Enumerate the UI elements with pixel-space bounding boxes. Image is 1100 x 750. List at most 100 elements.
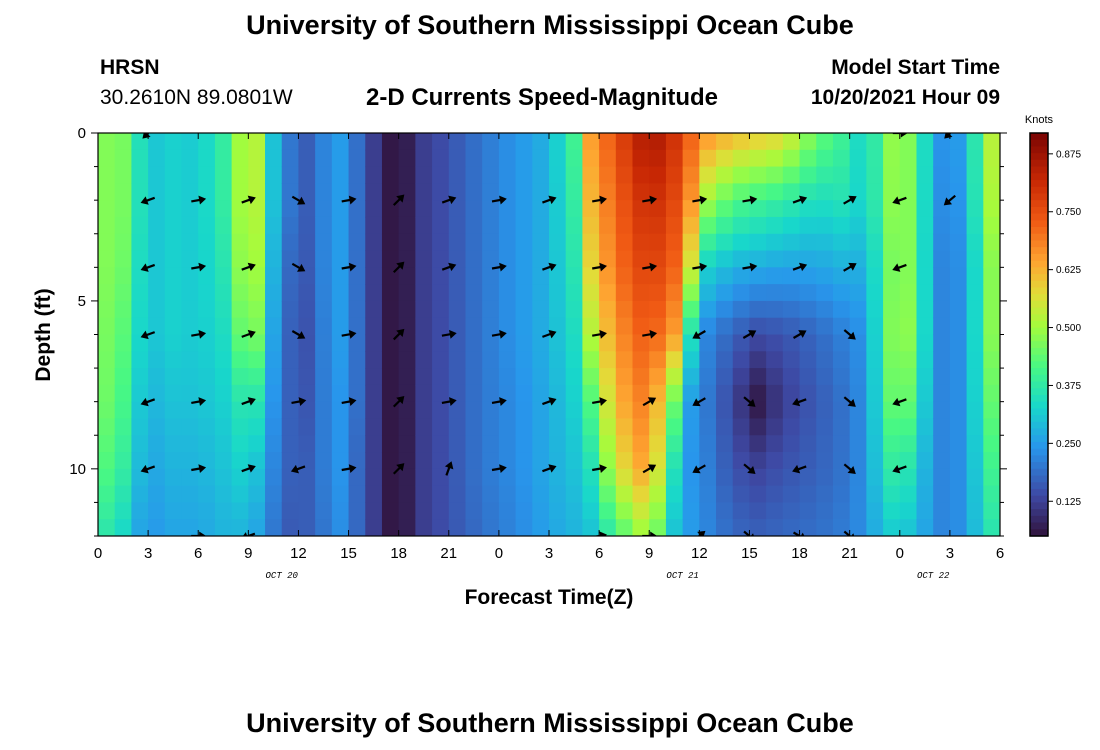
heatmap-cell xyxy=(482,133,500,151)
colorbar-segment xyxy=(1030,139,1048,148)
heatmap-cell xyxy=(148,149,166,168)
colorbar-segment xyxy=(1030,193,1048,201)
colorbar-segment xyxy=(1030,227,1048,235)
colorbar-segment xyxy=(1030,522,1048,530)
heatmap-cell xyxy=(131,502,149,520)
heatmap-cell xyxy=(348,401,366,420)
heatmap-cell xyxy=(766,435,784,453)
heatmap-cell xyxy=(549,216,567,235)
heatmap-cell xyxy=(682,485,700,504)
vector-head xyxy=(198,329,207,339)
heatmap-cell xyxy=(148,133,166,151)
heatmap-cell xyxy=(214,519,233,536)
heatmap-cell xyxy=(448,468,467,487)
heatmap-cell xyxy=(331,384,350,403)
heatmap-cell xyxy=(448,317,467,336)
colorbar-segment xyxy=(1030,267,1048,275)
heatmap-cell xyxy=(916,334,934,352)
colorbar-segment xyxy=(1030,529,1048,537)
heatmap-cell xyxy=(916,485,934,504)
heatmap-cell xyxy=(883,401,901,420)
heatmap-cell xyxy=(532,250,550,268)
heatmap-cell xyxy=(632,183,650,201)
heatmap-cell xyxy=(983,368,1000,386)
heatmap-cell xyxy=(181,149,199,168)
heatmap-cell xyxy=(114,485,132,504)
heatmap-cell xyxy=(164,468,183,487)
vector-head xyxy=(599,329,607,339)
current-vector-arrow xyxy=(843,463,856,474)
heatmap-cell xyxy=(649,300,667,319)
current-vector-arrow xyxy=(892,133,908,138)
heatmap-cell xyxy=(148,401,166,420)
heatmap-cell xyxy=(164,485,183,504)
heatmap-cell xyxy=(298,300,316,319)
heatmap-cell xyxy=(816,317,834,336)
vector-head xyxy=(792,397,801,407)
heatmap-cell xyxy=(866,401,884,420)
heatmap-cell xyxy=(532,519,550,536)
heatmap-cell xyxy=(899,233,918,252)
heatmap-cell xyxy=(415,452,433,470)
heatmap-cell xyxy=(749,284,767,302)
heatmap-cell xyxy=(716,485,734,504)
heatmap-cell xyxy=(565,250,583,268)
heatmap-cell xyxy=(849,233,867,252)
heatmap-cell xyxy=(448,485,467,504)
heatmap-cell xyxy=(599,368,617,386)
heatmap-cell xyxy=(465,485,483,504)
current-vector-arrow xyxy=(241,262,256,272)
heatmap-cell xyxy=(198,250,216,268)
heatmap-cell xyxy=(398,368,416,386)
heatmap-cell xyxy=(799,384,817,403)
heatmap-cell xyxy=(565,418,583,436)
heatmap-cell xyxy=(498,468,517,487)
heatmap-cell xyxy=(582,519,600,536)
heatmap-cell xyxy=(415,284,433,302)
heatmap-cell xyxy=(231,468,249,487)
heatmap-cell xyxy=(298,435,316,453)
current-vector-arrow xyxy=(241,397,256,406)
heatmap-cell xyxy=(181,502,199,520)
heatmap-cell xyxy=(582,250,600,268)
heatmap-cell xyxy=(315,267,333,285)
heatmap-cell xyxy=(98,435,116,453)
heatmap-cell xyxy=(866,519,884,536)
heatmap-cell xyxy=(114,250,132,268)
heatmap-cell xyxy=(799,133,817,151)
heatmap-cell xyxy=(415,519,433,536)
heatmap-cell xyxy=(916,519,934,536)
heatmap-cell xyxy=(866,502,884,520)
heatmap-cell xyxy=(799,267,817,285)
heatmap-cell xyxy=(665,267,684,285)
heatmap-cell xyxy=(248,200,266,218)
colorbar-segment xyxy=(1030,502,1048,510)
heatmap-cell xyxy=(649,368,667,386)
heatmap-cell xyxy=(599,166,617,184)
heatmap-cell xyxy=(532,435,550,453)
heatmap-cell xyxy=(532,452,550,470)
heatmap-cell xyxy=(732,418,751,436)
heatmap-cell xyxy=(549,166,567,184)
heatmap-cell xyxy=(799,166,817,184)
heatmap-cell xyxy=(849,317,867,336)
heatmap-cell xyxy=(682,368,700,386)
vector-head xyxy=(499,195,507,205)
heatmap-cell xyxy=(465,468,483,487)
heatmap-cell xyxy=(966,250,984,268)
heatmap-cell xyxy=(348,334,366,352)
heatmap-cell xyxy=(866,149,884,168)
colorbar-segment xyxy=(1030,468,1048,477)
heatmap-cell xyxy=(415,183,433,201)
heatmap-cell xyxy=(365,435,383,453)
heatmap-cell xyxy=(482,317,500,336)
heatmap-cell xyxy=(816,435,834,453)
heatmap-cell xyxy=(482,368,500,386)
heatmap-cell xyxy=(599,317,617,336)
heatmap-cell xyxy=(148,317,166,336)
heatmap-cell xyxy=(849,351,867,369)
heatmap-cell xyxy=(933,368,951,386)
heatmap-cell xyxy=(665,133,684,151)
heatmap-cell xyxy=(515,267,533,285)
heatmap-cell xyxy=(231,435,249,453)
